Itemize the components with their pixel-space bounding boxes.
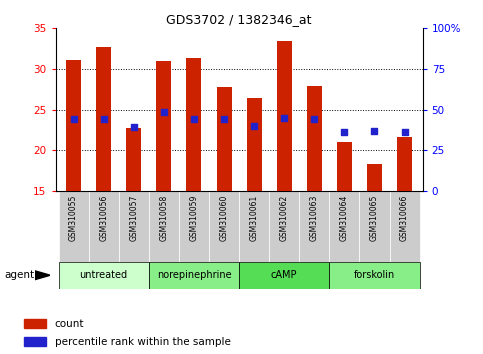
- FancyBboxPatch shape: [149, 191, 179, 262]
- Text: GSM310058: GSM310058: [159, 195, 169, 241]
- FancyBboxPatch shape: [239, 262, 329, 289]
- Text: GSM310057: GSM310057: [129, 195, 138, 241]
- Bar: [307, 86, 322, 191]
- Text: agent: agent: [5, 270, 35, 280]
- Text: percentile rank within the sample: percentile rank within the sample: [55, 337, 231, 347]
- Bar: [66, 60, 81, 191]
- Point: [70, 116, 77, 121]
- Text: GSM310062: GSM310062: [280, 195, 289, 241]
- Point: [250, 123, 258, 129]
- Point: [280, 115, 288, 121]
- Text: forskolin: forskolin: [354, 270, 395, 280]
- FancyBboxPatch shape: [329, 262, 420, 289]
- Point: [370, 128, 378, 134]
- Text: GSM310063: GSM310063: [310, 195, 319, 241]
- FancyBboxPatch shape: [58, 262, 149, 289]
- Text: GSM310059: GSM310059: [189, 195, 199, 241]
- Text: untreated: untreated: [80, 270, 128, 280]
- Title: GDS3702 / 1382346_at: GDS3702 / 1382346_at: [166, 13, 312, 26]
- FancyBboxPatch shape: [119, 191, 149, 262]
- FancyBboxPatch shape: [149, 262, 239, 289]
- FancyBboxPatch shape: [329, 191, 359, 262]
- Point: [401, 129, 409, 135]
- Polygon shape: [35, 271, 50, 280]
- FancyBboxPatch shape: [389, 191, 420, 262]
- Bar: [186, 58, 201, 191]
- Point: [130, 124, 138, 130]
- Text: GSM310056: GSM310056: [99, 195, 108, 241]
- FancyBboxPatch shape: [359, 191, 389, 262]
- Bar: [337, 142, 352, 191]
- Text: norepinephrine: norepinephrine: [156, 270, 231, 280]
- Bar: [247, 97, 262, 191]
- Bar: [397, 137, 412, 191]
- Bar: [24, 337, 46, 346]
- Point: [220, 116, 228, 121]
- Bar: [96, 47, 111, 191]
- Text: GSM310060: GSM310060: [220, 195, 228, 241]
- Text: GSM310055: GSM310055: [69, 195, 78, 241]
- Bar: [24, 319, 46, 329]
- Point: [100, 116, 108, 121]
- Text: cAMP: cAMP: [271, 270, 298, 280]
- Bar: [277, 41, 292, 191]
- Bar: [367, 164, 382, 191]
- Point: [160, 109, 168, 115]
- Text: GSM310066: GSM310066: [400, 195, 409, 241]
- Bar: [216, 87, 231, 191]
- FancyBboxPatch shape: [299, 191, 329, 262]
- Bar: [126, 128, 142, 191]
- Point: [190, 116, 198, 121]
- Point: [311, 116, 318, 121]
- Text: GSM310061: GSM310061: [250, 195, 258, 241]
- FancyBboxPatch shape: [209, 191, 239, 262]
- FancyBboxPatch shape: [179, 191, 209, 262]
- Bar: [156, 61, 171, 191]
- FancyBboxPatch shape: [89, 191, 119, 262]
- Text: GSM310065: GSM310065: [370, 195, 379, 241]
- FancyBboxPatch shape: [239, 191, 269, 262]
- FancyBboxPatch shape: [269, 191, 299, 262]
- FancyBboxPatch shape: [58, 191, 89, 262]
- Point: [341, 129, 348, 135]
- Text: count: count: [55, 319, 85, 329]
- Text: GSM310064: GSM310064: [340, 195, 349, 241]
